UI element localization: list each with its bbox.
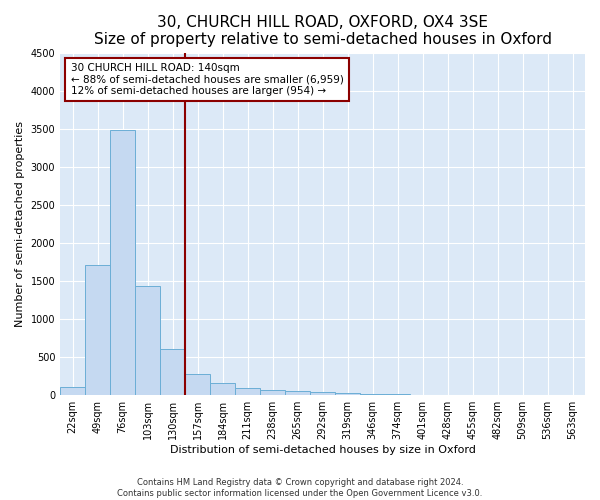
- Bar: [360, 394, 385, 395]
- Text: Contains HM Land Registry data © Crown copyright and database right 2024.
Contai: Contains HM Land Registry data © Crown c…: [118, 478, 482, 498]
- Bar: [110, 130, 135, 395]
- Bar: [185, 374, 210, 395]
- Bar: [210, 384, 235, 395]
- Bar: [335, 394, 360, 395]
- Bar: [310, 392, 335, 395]
- Text: 30 CHURCH HILL ROAD: 140sqm
← 88% of semi-detached houses are smaller (6,959)
12: 30 CHURCH HILL ROAD: 140sqm ← 88% of sem…: [71, 63, 344, 96]
- Bar: [60, 387, 85, 395]
- Bar: [410, 394, 435, 395]
- Bar: [160, 349, 185, 395]
- Bar: [85, 265, 110, 395]
- Title: 30, CHURCH HILL ROAD, OXFORD, OX4 3SE
Size of property relative to semi-detached: 30, CHURCH HILL ROAD, OXFORD, OX4 3SE Si…: [94, 15, 551, 48]
- Bar: [235, 388, 260, 395]
- Bar: [285, 391, 310, 395]
- Y-axis label: Number of semi-detached properties: Number of semi-detached properties: [15, 121, 25, 327]
- Bar: [260, 390, 285, 395]
- Bar: [135, 286, 160, 395]
- Bar: [385, 394, 410, 395]
- X-axis label: Distribution of semi-detached houses by size in Oxford: Distribution of semi-detached houses by …: [170, 445, 476, 455]
